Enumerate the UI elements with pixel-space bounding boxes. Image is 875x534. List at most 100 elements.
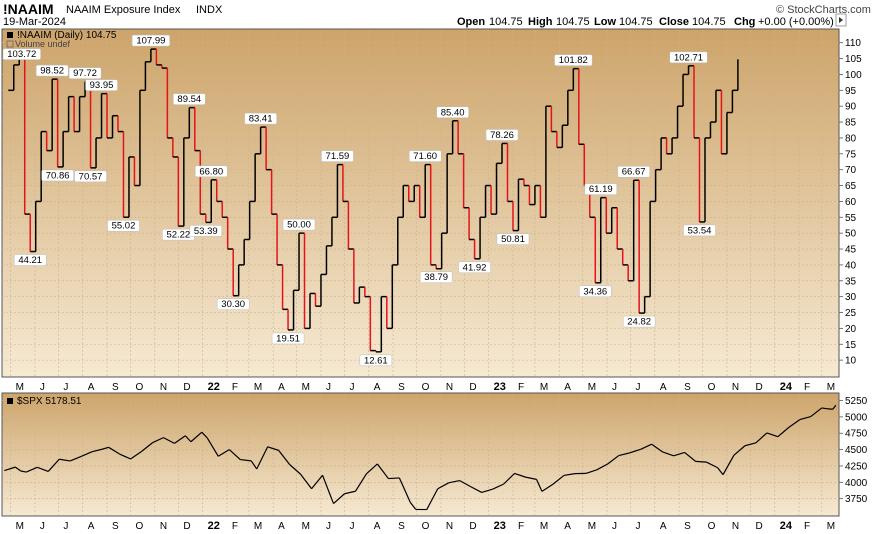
x-tick-label: D	[755, 382, 762, 393]
x-tick-label: F	[804, 521, 810, 532]
x-tick-label: M	[254, 382, 262, 393]
open-label: Open	[457, 16, 485, 28]
svg-text:85.40: 85.40	[441, 107, 465, 118]
svg-text:50.81: 50.81	[501, 234, 525, 245]
x-tick-label: 22	[208, 520, 220, 532]
naaim-plot-area	[1, 28, 840, 378]
x-tick-label: O	[422, 382, 430, 393]
y-tick-label: 105	[845, 54, 862, 65]
series-segment	[4, 466, 16, 472]
series-segment	[344, 490, 356, 495]
series-segment	[321, 475, 335, 504]
x-tick-label: N	[160, 382, 167, 393]
annotation-label: 44.21	[13, 254, 47, 266]
annotation-label: 66.67	[617, 165, 650, 178]
annotation-label: 71.59	[321, 150, 354, 162]
annotation-label: 70.57	[74, 170, 107, 182]
x-tick-label: A	[564, 521, 571, 532]
y-tick-label: 40	[845, 260, 857, 271]
series-segment	[141, 442, 153, 452]
annotation-label: 101.82	[554, 54, 593, 66]
x-tick-label: M	[827, 521, 835, 532]
x-tick-label: D	[183, 521, 190, 532]
series-segment	[563, 473, 575, 477]
x-tick-label: N	[160, 521, 167, 532]
y-tick-label: 4750	[845, 429, 868, 440]
x-tick-label: S	[398, 521, 405, 532]
annotation-label: 53.39	[189, 225, 223, 237]
series-segment	[640, 443, 652, 450]
y-tick-label: 75	[845, 149, 857, 160]
series-segment	[755, 432, 768, 444]
series-segment	[651, 443, 664, 453]
x-tick-label: O	[708, 521, 716, 532]
series-segment	[119, 453, 131, 460]
x-tick-label: M	[302, 521, 310, 532]
y-tick-label: 4000	[845, 478, 868, 489]
annotation-label: 30.30	[216, 298, 250, 310]
x-tick-label: J	[349, 521, 354, 532]
x-tick-label: 24	[780, 381, 793, 393]
x-tick-label: A	[278, 521, 285, 532]
svg-text:12.61: 12.61	[364, 355, 388, 366]
series-segment	[673, 451, 685, 457]
naaim-legend-label: !NAAIM (Daily) 104.75	[17, 30, 117, 41]
spx-gridlines	[2, 394, 839, 515]
y-tick-label: 45	[845, 245, 857, 256]
series-segment	[722, 454, 735, 475]
x-tick-label: S	[684, 521, 691, 532]
series-segment	[585, 469, 598, 474]
annotation-label: 70.86	[41, 169, 74, 181]
spx-panel: 3750 4000 4250 4500 4750 5000 5250 $SPX 5178.5…	[1, 392, 868, 517]
svg-text:30.30: 30.30	[221, 299, 245, 310]
svg-text:66.67: 66.67	[622, 167, 646, 178]
annotation-label: 107.99	[131, 34, 170, 47]
series-segment	[717, 467, 724, 476]
spx-plot-area	[1, 392, 840, 517]
x-tick-label: D	[183, 382, 190, 393]
svg-text:107.99: 107.99	[136, 36, 165, 47]
series-segment	[91, 448, 104, 453]
exchange-label: INDX	[196, 4, 223, 16]
series-segment	[163, 437, 175, 444]
x-tick-label: J	[349, 382, 354, 393]
low-label: Low	[594, 16, 616, 28]
series-segment	[217, 449, 230, 457]
svg-text:61.19: 61.19	[589, 184, 613, 195]
series-segment	[766, 432, 779, 438]
series-segment	[289, 464, 301, 475]
svg-text:71.59: 71.59	[326, 151, 350, 162]
x-tick-label: S	[684, 382, 691, 393]
date-label: 19-Mar-2024	[3, 16, 66, 28]
x-tick-label: J	[636, 382, 641, 393]
svg-text:50.00: 50.00	[287, 220, 311, 231]
spx-legend-label: $SPX 5178.51	[17, 396, 82, 407]
y-tick-label: 85	[845, 118, 857, 129]
y-tick-label: 80	[845, 133, 857, 144]
x-tick-label: M	[540, 382, 548, 393]
series-segment	[596, 463, 609, 471]
y-tick-label: 15	[845, 340, 857, 351]
series-segment	[535, 479, 543, 492]
scroll-right-icon[interactable]	[835, 13, 847, 27]
x-tick-label: 22	[208, 381, 220, 393]
series-segment	[14, 466, 22, 472]
x-tick-label: M	[254, 521, 262, 532]
series-segment	[706, 461, 718, 469]
x-tick-label: J	[612, 521, 617, 532]
svg-text:98.52: 98.52	[40, 66, 64, 77]
x-tick-label: J	[636, 521, 641, 532]
series-segment	[733, 445, 746, 456]
series-segment	[59, 458, 71, 462]
annotation-label: 38.79	[419, 271, 453, 283]
svg-text:70.86: 70.86	[46, 170, 70, 181]
series-segment	[250, 460, 258, 470]
annotation-label: 24.82	[622, 315, 656, 328]
annotation-label: 102.71	[669, 51, 708, 63]
annotation-label: 93.95	[85, 79, 118, 91]
annotation-label: 98.52	[35, 64, 69, 77]
annotation-label: 89.54	[173, 93, 206, 105]
x-tick-label: S	[112, 382, 119, 393]
x-tick-label: F	[232, 521, 238, 532]
